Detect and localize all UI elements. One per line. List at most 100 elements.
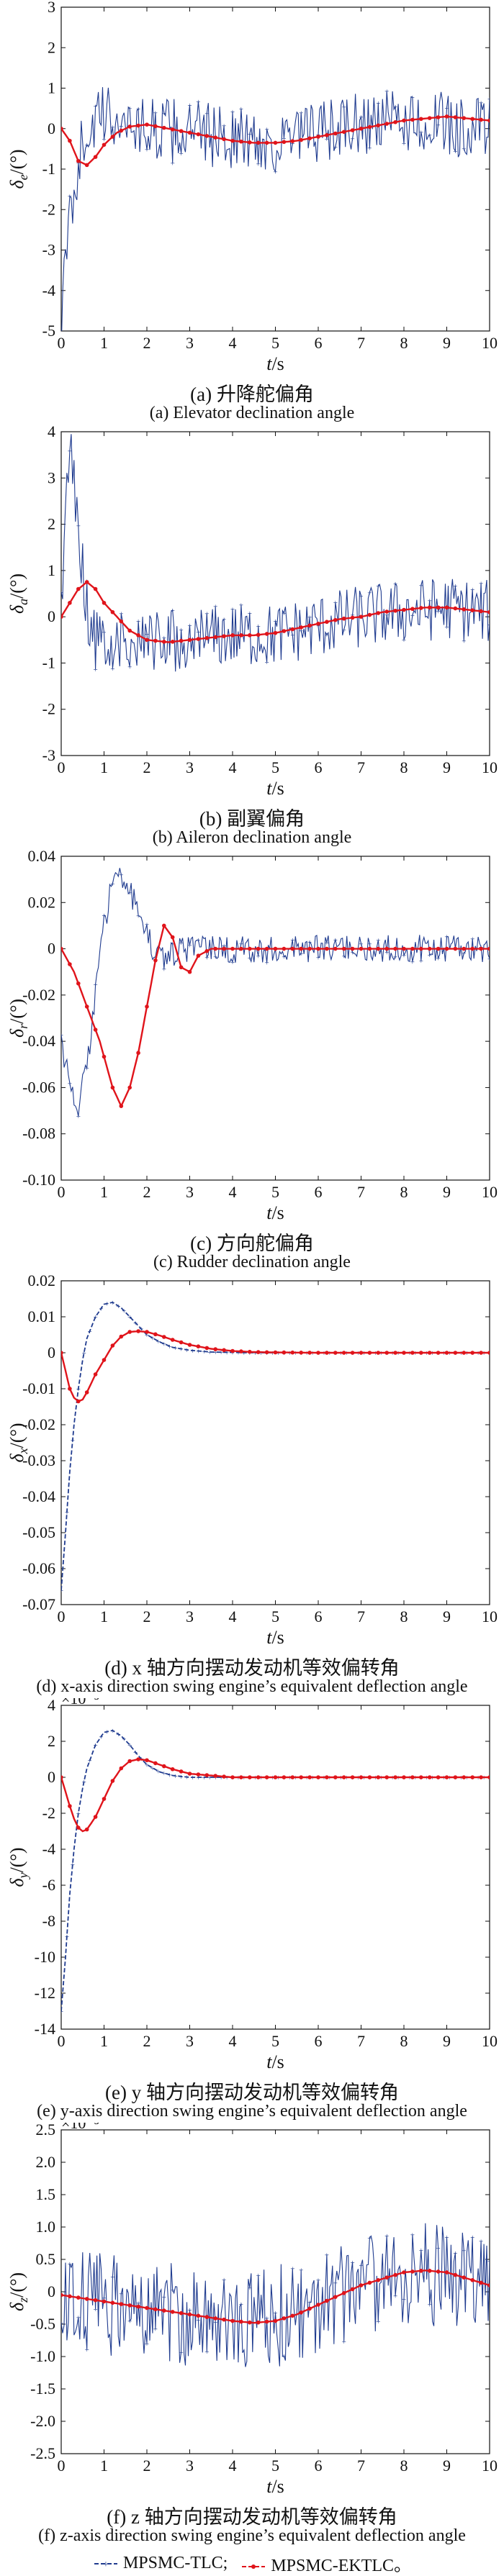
chart-a-point-ektlc xyxy=(444,114,449,119)
chart-d-point-tlc: + xyxy=(236,1349,240,1358)
chart-d-point-tlc: + xyxy=(196,1348,200,1356)
chart-a-point-ektlc xyxy=(162,125,166,130)
chart-a-point-ektlc xyxy=(307,136,312,141)
chart-f-point-tlc: + xyxy=(367,2234,372,2243)
legend-item-tlc: + MPSMC-TLC; xyxy=(93,2554,228,2573)
chart-b-point-ektlc xyxy=(127,628,132,633)
chart-e-ytick-label: -12 xyxy=(35,1984,55,2002)
chart-c-point-ektlc xyxy=(290,946,295,951)
chart-d-series-ektlc-line xyxy=(61,1330,490,1402)
chart-f-point-ektlc xyxy=(376,2278,381,2282)
chart-f-point-tlc: + xyxy=(153,2326,158,2334)
chart-a-ytick-label: 1 xyxy=(48,79,55,97)
chart-e-point-ektlc xyxy=(419,1775,423,1779)
chart-e-caption-cn: (e) y 轴方向摆动发动机等效偏转角 xyxy=(105,2082,399,2103)
chart-e-point-ektlc xyxy=(84,1827,89,1832)
chart-e-exponent: ×10⁻³ xyxy=(61,1698,99,1707)
chart-a-plot: 0 1 2 3 4 5 6 7 8 9 103210-1-2-3-4-5t/sδe/(°)+++++… xyxy=(6,0,498,374)
svg-text:+: + xyxy=(103,2559,109,2570)
chart-d-point-tlc: + xyxy=(287,1349,292,1358)
chart-f-point-ektlc xyxy=(68,2294,72,2299)
chart-b-point-ektlc xyxy=(239,633,243,638)
chart-a-point-tlc: + xyxy=(93,102,97,111)
chart-f-ytick-label: 0 xyxy=(48,2282,55,2300)
chart-d-point-ektlc xyxy=(282,1350,287,1355)
chart-e-point-tlc: + xyxy=(202,1774,206,1782)
chart-c-point-ektlc xyxy=(256,946,261,951)
chart-d-point-ektlc xyxy=(470,1351,474,1355)
chart-a-point-ektlc xyxy=(453,115,458,119)
chart-b-xtick-label: 4 xyxy=(229,758,237,776)
chart-a-point-ektlc xyxy=(222,137,226,142)
chart-d-ytick-label: -0.01 xyxy=(22,1379,55,1397)
chart-panel-a: 0 1 2 3 4 5 6 7 8 9 10 3 2 1 0 -1 -2 -3 -4 -5 t/s δe/(°) + + + + +… xyxy=(0,0,504,425)
chart-c-point-tlc: + xyxy=(299,950,303,958)
chart-b-point-tlc: + xyxy=(102,629,106,638)
chart-e-xtick-label: 10 xyxy=(482,2032,498,2050)
chart-c-ytick-label: -0.02 xyxy=(22,986,55,1004)
chart-e-point-ektlc xyxy=(187,1772,192,1776)
chart-a-point-tlc: + xyxy=(153,109,158,117)
chart-e-point-ektlc xyxy=(290,1775,295,1779)
chart-a-point-tlc: + xyxy=(68,193,72,201)
chart-a-point-tlc: + xyxy=(145,146,149,155)
chart-f-xtick-label: 6 xyxy=(315,2457,323,2475)
chart-d-caption-en: (d) x-axis direction swing engine’s equi… xyxy=(36,1677,468,1696)
chart-c-point-ektlc xyxy=(93,1028,98,1032)
chart-f-point-ektlc xyxy=(307,2306,312,2311)
chart-d-point-ektlc xyxy=(462,1351,467,1355)
chart-b-point-ektlc xyxy=(384,609,389,614)
chart-a-point-ektlc xyxy=(239,139,243,144)
chart-a-caption-en: (a) Elevator declination angle xyxy=(149,404,355,422)
chart-f-point-ektlc xyxy=(427,2269,432,2273)
chart-e-point-ektlc xyxy=(119,1766,124,1771)
chart-e-point-tlc: + xyxy=(99,1733,103,1741)
chart-c-point-ektlc xyxy=(436,946,441,951)
chart-a-point-tlc: + xyxy=(487,96,492,104)
chart-a-point-ektlc xyxy=(145,122,149,127)
chart-f-point-tlc: + xyxy=(402,2295,406,2304)
chart-a-point-tlc: + xyxy=(299,109,303,118)
chart-f-point-ektlc xyxy=(419,2269,423,2273)
chart-c-point-tlc: + xyxy=(264,959,269,968)
chart-a-point-ektlc xyxy=(290,139,295,143)
chart-d-point-ektlc xyxy=(350,1351,355,1355)
chart-f-xtick-label: 10 xyxy=(482,2457,498,2475)
chart-panel-d: 0 1 2 3 4 5 6 7 8 9 10 0.02 0.01 0 -0.01 -0.02 -0.03 -0.0… xyxy=(0,1274,504,1698)
chart-d-xtick-label: 1 xyxy=(100,1607,108,1625)
chart-d-point-tlc: + xyxy=(59,1587,63,1595)
chart-d-point-ektlc xyxy=(419,1351,423,1355)
chart-d-point-tlc: + xyxy=(168,1343,172,1351)
chart-e-xtick-label: 4 xyxy=(229,2032,237,2050)
chart-d-point-ektlc xyxy=(145,1330,149,1334)
chart-f-point-tlc: + xyxy=(384,2232,389,2241)
chart-d-point-tlc: + xyxy=(259,1349,264,1358)
chart-a-point-ektlc xyxy=(350,128,355,132)
chart-c-point-ektlc xyxy=(110,1085,115,1090)
chart-d-point-tlc: + xyxy=(127,1313,132,1322)
chart-b-point-tlc: + xyxy=(462,637,466,645)
chart-c-point-tlc: + xyxy=(145,920,149,929)
chart-b-point-tlc: + xyxy=(410,612,415,620)
chart-f-point-tlc: + xyxy=(127,2318,132,2326)
chart-f-point-tlc: + xyxy=(102,2295,106,2303)
chart-e-point-ektlc xyxy=(410,1775,415,1779)
chart-c-point-ektlc xyxy=(162,923,166,928)
chart-f-point-ektlc xyxy=(170,2310,175,2314)
chart-b-point-tlc: + xyxy=(179,626,183,635)
chart-d-point-ektlc xyxy=(196,1344,201,1348)
chart-e-point-ektlc xyxy=(393,1775,397,1779)
chart-f-ytick-label: 2.0 xyxy=(36,2153,56,2171)
chart-f-xtick-label: 4 xyxy=(229,2457,237,2475)
chart-a-point-ektlc xyxy=(196,132,201,137)
chart-d-point-ektlc xyxy=(179,1340,184,1345)
chart-e-ylabel: δy/(°) xyxy=(6,1847,30,1887)
chart-b-point-ektlc xyxy=(325,620,329,625)
chart-d-ytick-label: -0.02 xyxy=(22,1415,55,1433)
chart-c-point-ektlc xyxy=(393,946,397,951)
chart-f-point-ektlc xyxy=(479,2280,483,2285)
chart-f-point-ektlc xyxy=(453,2272,458,2277)
chart-b-ytick-label: 4 xyxy=(48,425,55,440)
chart-f-point-tlc: + xyxy=(479,2238,483,2246)
chart-b-point-tlc: + xyxy=(264,658,269,667)
